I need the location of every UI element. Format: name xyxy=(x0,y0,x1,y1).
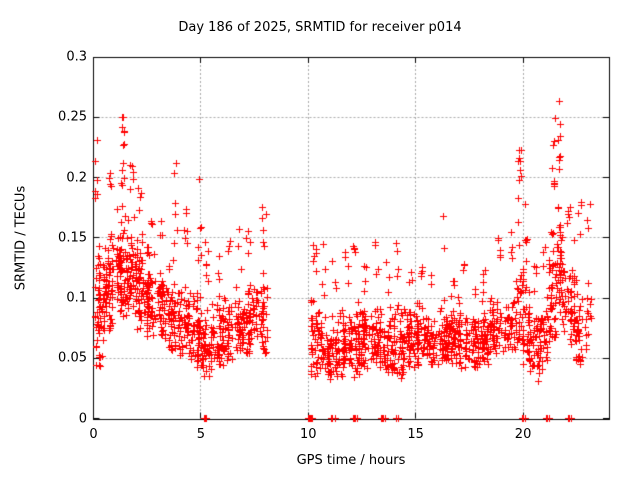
x-tick-label: 0 xyxy=(89,427,98,442)
x-tick-label: 15 xyxy=(407,427,424,442)
x-tick-label: 10 xyxy=(300,427,317,442)
y-tick-label: 0.15 xyxy=(58,230,87,246)
y-tick-label: 0.3 xyxy=(66,49,87,65)
chart-title: Day 186 of 2025, SRMTID for receiver p01… xyxy=(178,20,462,35)
x-tick-label: 20 xyxy=(514,427,532,442)
y-tick-label: 0.1 xyxy=(66,290,87,306)
y-tick-label: 0.25 xyxy=(58,109,87,125)
y-tick-label: 0.2 xyxy=(66,170,87,185)
y-tick-label: 0 xyxy=(78,411,87,426)
x-tick-label: 5 xyxy=(196,427,206,442)
y-tick-label: 0.05 xyxy=(58,350,87,366)
x-axis-label: GPS time / hours xyxy=(296,453,406,468)
